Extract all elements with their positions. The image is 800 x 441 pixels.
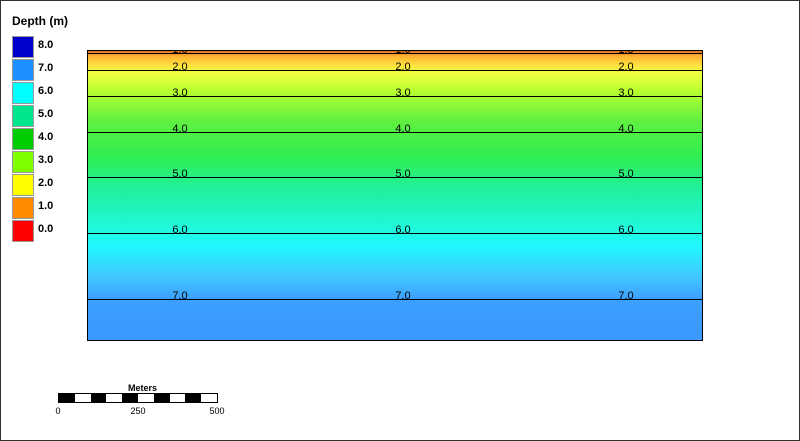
scale-bar [58,393,218,403]
scalebar-segment [90,394,107,402]
scalebar-segment [201,394,217,402]
contour-label: 4.0 [395,123,411,135]
legend-label: 6.0 [38,85,54,97]
legend-swatch [12,128,34,150]
contour-label: 3.0 [395,87,411,99]
contour-label: 6.0 [618,224,634,236]
contour-line [88,132,702,133]
scalebar-segment [153,394,170,402]
scalebar-segment [137,394,154,402]
scalebar-segment [59,394,75,402]
legend-label: 2.0 [38,177,54,189]
contour-label: 2.0 [618,61,634,73]
contour-label: 1.0 [395,50,411,56]
contour-label: 3.0 [172,87,188,99]
scalebar-tick-label: 500 [209,406,225,416]
contour-label: 7.0 [395,290,411,302]
legend-label: 8.0 [38,39,54,51]
contour-label: 6.0 [172,224,188,236]
depth-legend: 8.0 7.0 6.0 5.0 4.0 3.0 2.0 1.0 0.0 [12,35,53,242]
legend-label: 0.0 [38,223,54,235]
contour-line [88,53,702,54]
legend-label: 7.0 [38,62,54,74]
contour-label: 2.0 [172,61,188,73]
contour-label: 7.0 [172,290,188,302]
scalebar-segment [185,394,202,402]
legend-swatch [12,59,34,81]
legend-swatch [12,220,34,242]
legend-label: 5.0 [38,108,54,120]
legend-label: 3.0 [38,154,54,166]
scalebar-tick-label: 0 [55,406,61,416]
contour-label: 2.0 [395,61,411,73]
scalebar-tick-label: 250 [130,406,146,416]
legend-swatch [12,197,34,219]
legend-swatch [12,105,34,127]
contour-label: 3.0 [618,87,634,99]
contour-line [88,177,702,178]
contour-label: 1.0 [618,50,634,56]
contour-label: 4.0 [618,123,634,135]
scalebar-segment [122,394,138,402]
contour-label: 5.0 [172,168,188,180]
scalebar-title: Meters [128,383,158,393]
contour-line [88,96,702,97]
legend-swatch [12,151,34,173]
contour-line [88,70,702,71]
scalebar-segment [106,394,123,402]
contour-label: 6.0 [395,224,411,236]
contour-label: 7.0 [618,290,634,302]
contour-label: 5.0 [618,168,634,180]
scalebar-segment [169,394,186,402]
scalebar-segment [74,394,91,402]
legend-label: 4.0 [38,131,54,143]
legend-swatch [12,36,34,58]
depth-map-plot: 1.0 1.0 1.0 2.0 2.0 2.0 3.0 3.0 3.0 4.0 4.0 4.0 5.0 5… [87,50,703,341]
contour-line [88,299,702,300]
contour-label: 4.0 [172,123,188,135]
contour-label: 5.0 [395,168,411,180]
contour-line [88,233,702,234]
legend-swatch [12,82,34,104]
legend-title: Depth (m) [12,14,68,28]
legend-label: 1.0 [38,200,54,212]
legend-swatch [12,174,34,196]
contour-label: 1.0 [172,50,188,56]
